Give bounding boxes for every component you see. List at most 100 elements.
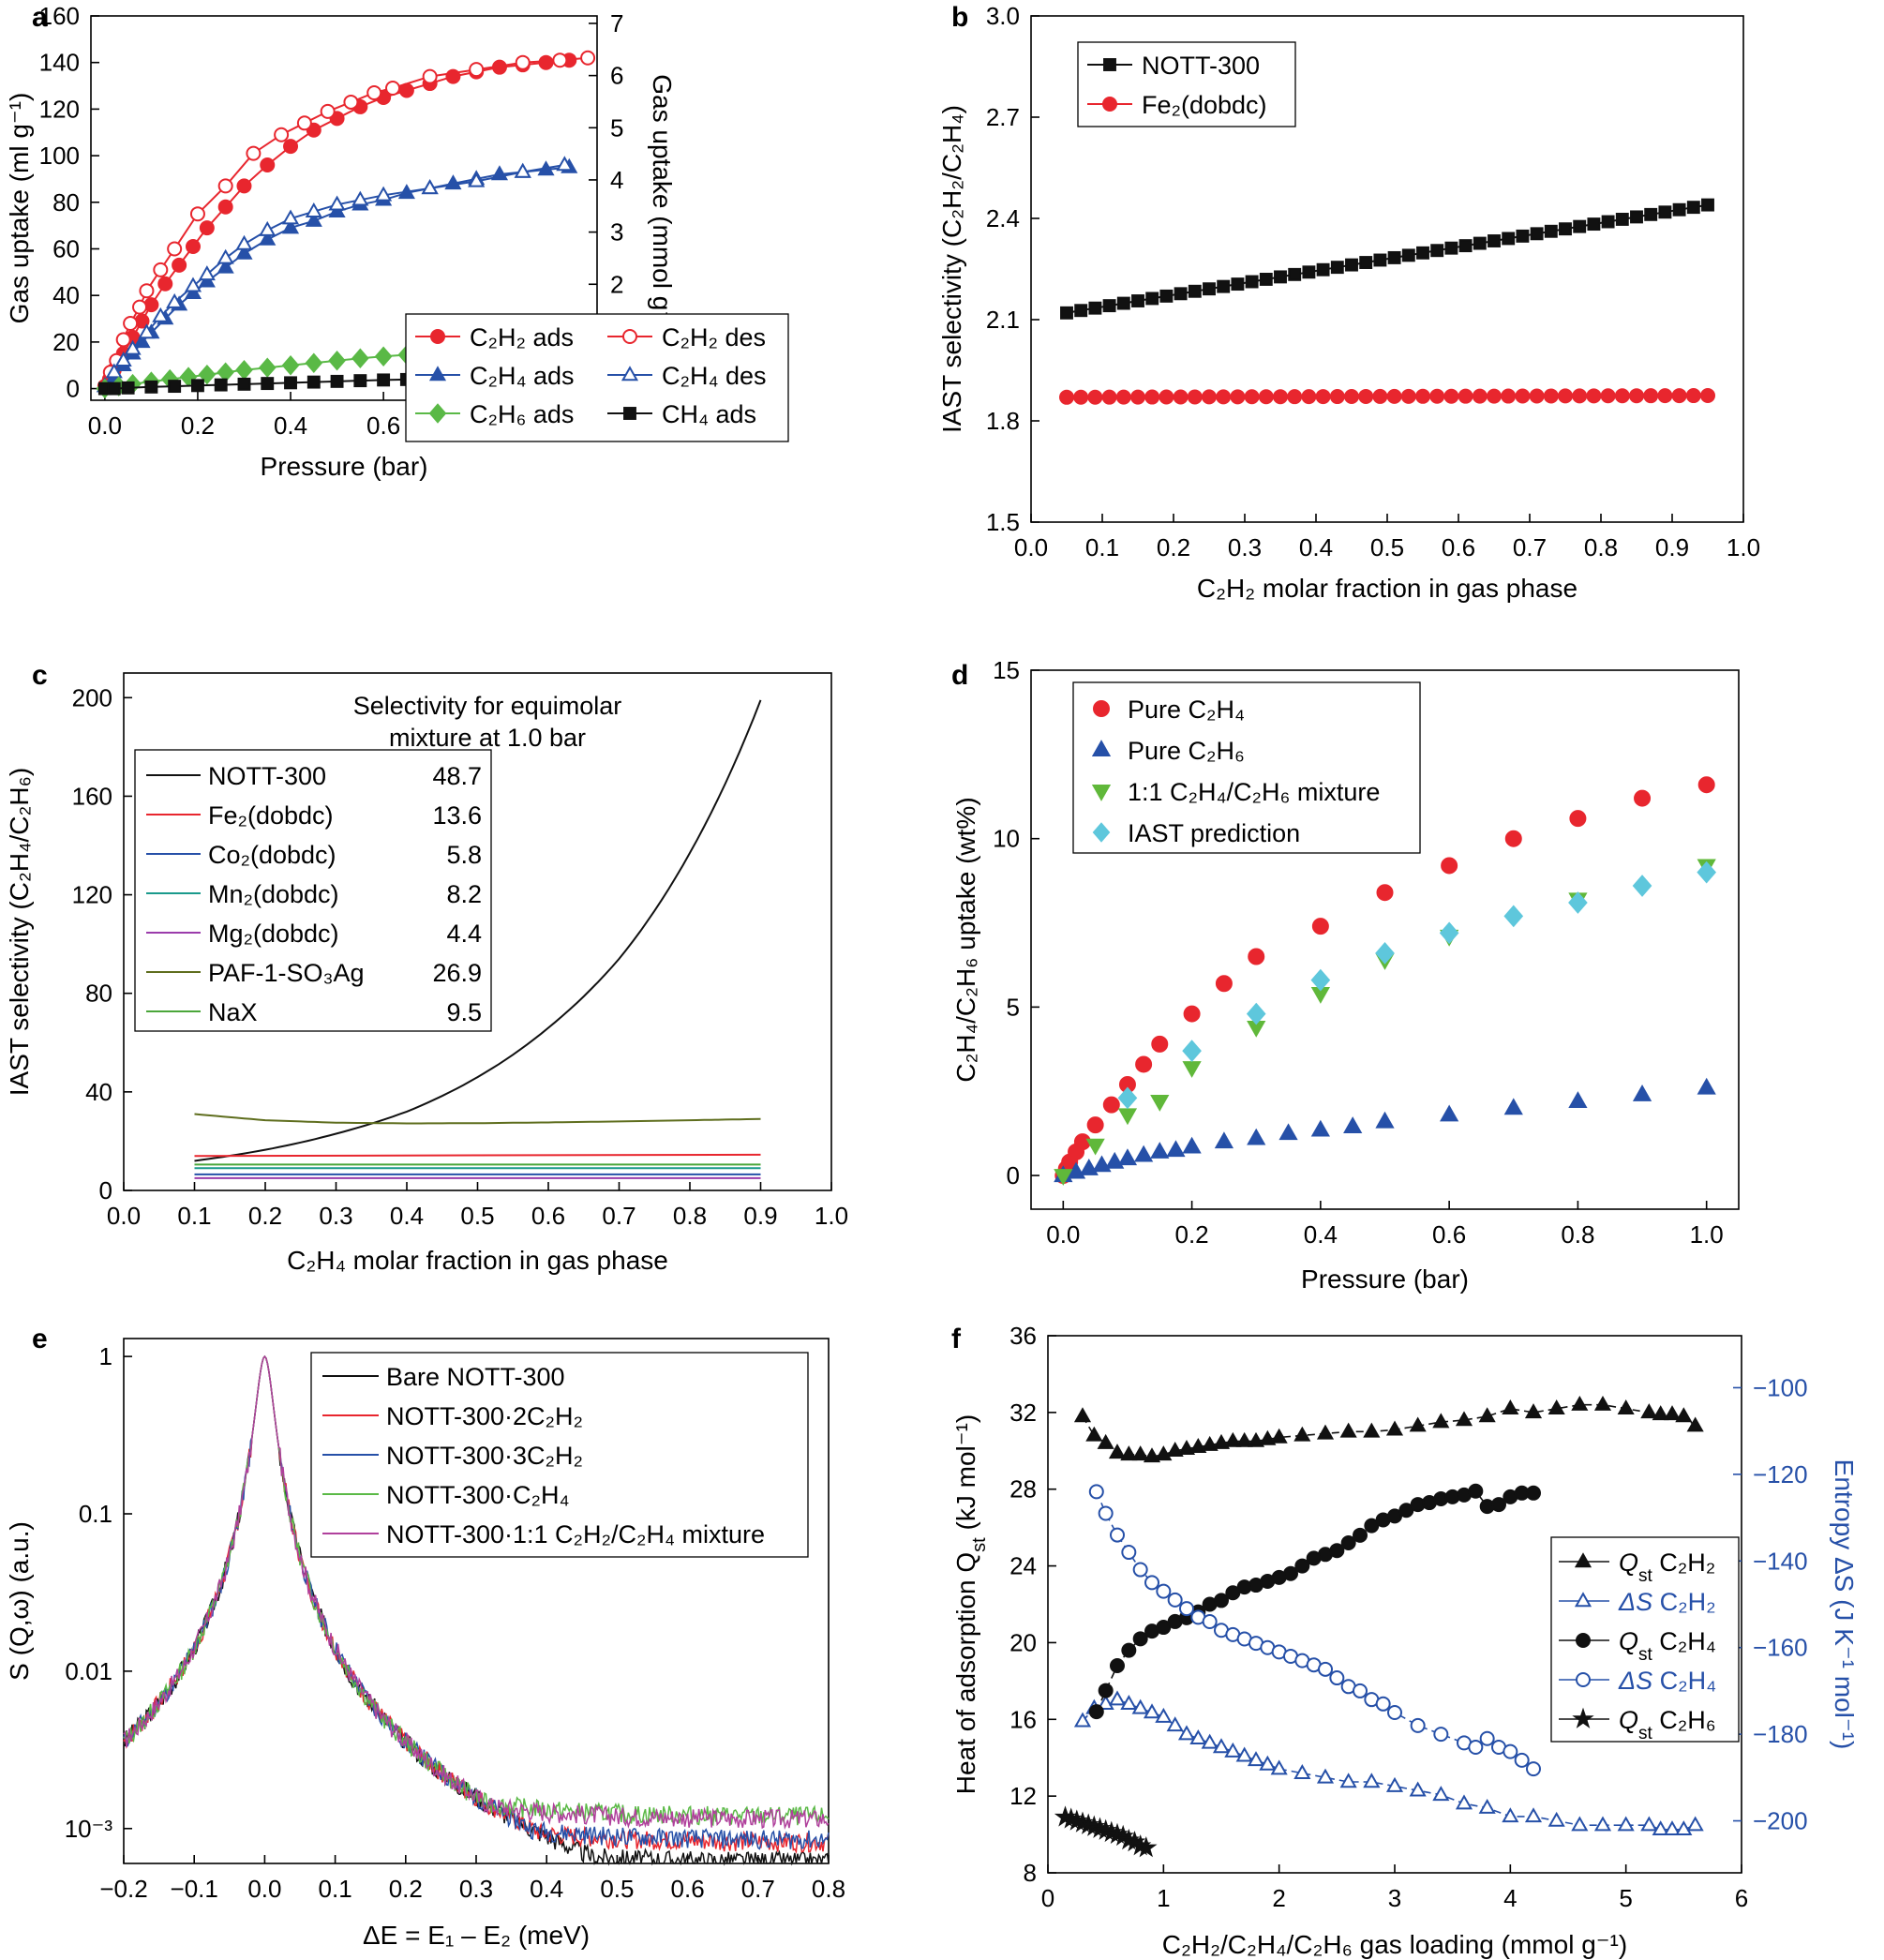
x-tick-label: 0.0: [1046, 1220, 1080, 1249]
y-tick-label: 200: [72, 683, 112, 711]
data-point: [1358, 388, 1374, 404]
data-point: [374, 346, 393, 367]
x-tick-label: 0.8: [673, 1202, 707, 1230]
data-point: [1293, 1426, 1311, 1442]
legend-label-species: C₂H₂: [1652, 1588, 1715, 1616]
x-tick-label: 0.6: [1442, 533, 1475, 561]
data-point: [538, 54, 554, 70]
data-point: [1258, 389, 1274, 405]
data-point: [1235, 1746, 1253, 1762]
data-point: [168, 380, 182, 394]
data-point: [1054, 1169, 1073, 1186]
legend-label: NOTT-300·C₂H₄: [386, 1481, 570, 1509]
series-line-0: [1066, 203, 1709, 314]
data-point: [1504, 830, 1522, 847]
data-point: [1439, 921, 1459, 945]
data-point: [138, 323, 156, 339]
data-point: [1386, 388, 1402, 404]
data-point: [1468, 1739, 1484, 1755]
x-tick-label: 0.1: [319, 1875, 352, 1903]
y-tick-label: 16: [1009, 1705, 1037, 1733]
data-point: [1202, 389, 1217, 405]
data-point: [1085, 1138, 1105, 1156]
data-point: [1548, 1399, 1565, 1415]
data-point: [1473, 236, 1487, 250]
x-tick-label: 0.8: [1584, 533, 1618, 561]
data-point: [1373, 253, 1387, 267]
data-point: [1615, 213, 1629, 226]
x-tick-label: 0.3: [459, 1875, 493, 1903]
y-tick-label: 60: [52, 234, 80, 262]
data-point: [1131, 1698, 1149, 1714]
y-tick-label: 40: [85, 1078, 112, 1106]
x-tick-label: 0.4: [274, 411, 307, 440]
data-point: [1587, 217, 1601, 232]
legend-label: NOTT-300·2C₂H₂: [386, 1402, 583, 1430]
y-axis-label: Heat of adsorption Qst (kJ mol⁻¹): [951, 1414, 990, 1794]
series-line-5: [194, 1113, 761, 1125]
data-point: [1088, 1484, 1104, 1500]
legend-marker: [1102, 97, 1117, 112]
data-point: [1287, 389, 1303, 405]
x-tick-label: 1.0: [1727, 533, 1760, 561]
data-point: [1166, 1442, 1184, 1458]
data-point: [1339, 1422, 1357, 1438]
data-point: [1372, 388, 1388, 404]
legend-label: NOTT-300·3C₂H₂: [386, 1442, 583, 1470]
data-point: [217, 258, 234, 274]
data-point: [1102, 1096, 1120, 1114]
legend-marker: [428, 366, 447, 382]
data-point: [1501, 388, 1517, 404]
data-point: [1059, 389, 1074, 405]
panel-label: a: [32, 2, 48, 33]
legend-label: Pure C₂H₆: [1128, 737, 1245, 765]
y-tick-label: 40: [52, 281, 80, 309]
data-point: [1247, 1431, 1265, 1447]
data-point: [1640, 1403, 1658, 1419]
y2-tick-label: −160: [1753, 1634, 1808, 1662]
data-point: [152, 307, 170, 322]
data-point: [514, 162, 531, 178]
data-point: [1235, 1431, 1253, 1447]
data-point: [1329, 1670, 1345, 1686]
data-point: [1675, 1820, 1693, 1836]
data-point: [1353, 1527, 1368, 1543]
legend-label-sub: st: [1638, 1645, 1653, 1665]
data-point: [1701, 198, 1714, 212]
data-point: [1159, 389, 1174, 405]
data-point: [153, 262, 169, 277]
legend-label-species: C₂H₄: [1652, 1627, 1716, 1655]
data-point: [1121, 1642, 1137, 1658]
legend-label: NOTT-300: [1142, 52, 1260, 80]
y-tick-label: 2.7: [986, 103, 1020, 131]
data-point: [1359, 256, 1373, 269]
legend-label: IAST prediction: [1128, 819, 1300, 847]
data-point: [281, 355, 300, 376]
data-point: [515, 54, 531, 70]
y2-tick-label: −180: [1753, 1720, 1808, 1748]
x-tick-label: 0.0: [247, 1875, 281, 1903]
x-tick-label: 0.1: [177, 1202, 211, 1230]
data-point: [1098, 1505, 1114, 1521]
legend-label-species: C₂H₄: [1652, 1667, 1716, 1695]
y-tick-label: 80: [85, 980, 112, 1008]
data-point: [1311, 918, 1329, 935]
data-point: [1110, 1657, 1125, 1673]
x-tick-label: 4: [1503, 1884, 1517, 1912]
data-point: [1231, 277, 1245, 292]
data-point: [320, 103, 336, 119]
panel-label: c: [32, 660, 48, 691]
x-tick-label: 0.7: [1513, 533, 1547, 561]
data-point: [284, 376, 297, 390]
data-point: [421, 179, 439, 195]
x-tick-label: 1: [1157, 1884, 1170, 1912]
data-point: [1502, 232, 1516, 246]
legend-label: C₂H₆ ads: [470, 400, 574, 428]
data-point: [1385, 1776, 1404, 1792]
data-point: [1458, 388, 1473, 404]
data-point: [1183, 1005, 1201, 1023]
plot-frame: [1030, 669, 1740, 1210]
data-point: [1310, 1119, 1330, 1137]
data-point: [1530, 227, 1544, 241]
data-point: [1092, 1155, 1112, 1173]
